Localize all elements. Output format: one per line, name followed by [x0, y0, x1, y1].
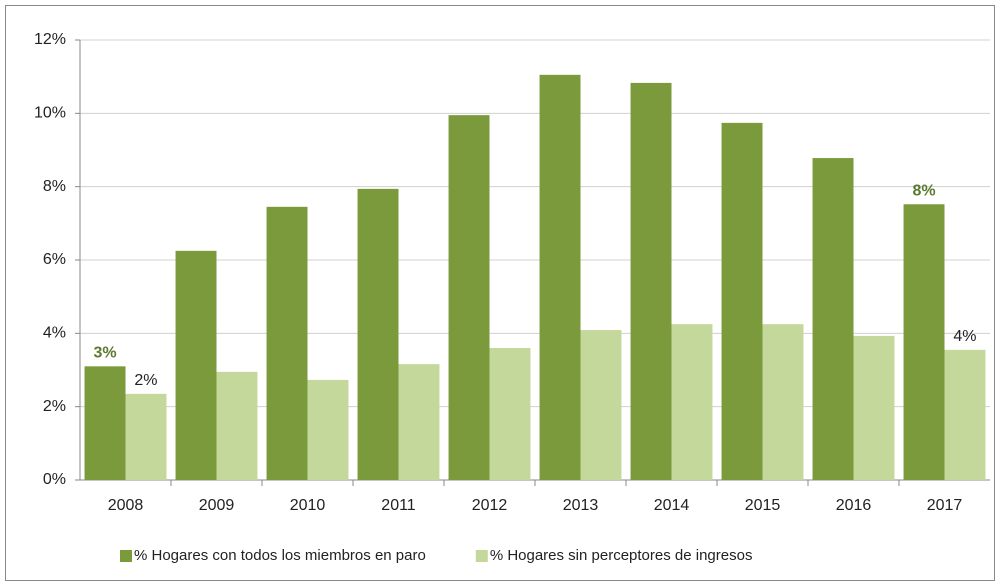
bar — [125, 393, 167, 480]
x-tick-label: 2009 — [199, 497, 235, 514]
y-tick-label: 4% — [43, 325, 66, 342]
data-label: 8% — [912, 182, 935, 199]
bar — [762, 324, 804, 480]
bar — [84, 366, 126, 480]
bar — [671, 324, 713, 480]
x-tick-label: 2008 — [108, 497, 144, 514]
legend-label: % Hogares con todos los miembros en paro — [134, 547, 426, 564]
bar — [357, 188, 399, 480]
data-label: 2% — [134, 372, 157, 389]
legend-label: % Hogares sin perceptores de ingresos — [490, 547, 753, 564]
data-label: 4% — [953, 328, 976, 345]
bar — [398, 364, 440, 480]
legend-swatch — [120, 550, 132, 562]
bar — [539, 74, 581, 480]
bar — [721, 122, 763, 480]
x-tick-label: 2011 — [381, 497, 416, 514]
y-tick-label: 6% — [43, 251, 66, 268]
y-tick-label: 8% — [43, 178, 66, 195]
y-tick-label: 10% — [34, 105, 66, 122]
x-tick-label: 2017 — [927, 497, 963, 514]
y-tick-label: 0% — [43, 471, 66, 488]
y-tick-label: 2% — [43, 398, 66, 415]
bar — [630, 82, 672, 481]
y-tick-label: 12% — [34, 31, 66, 48]
data-label: 3% — [93, 345, 116, 362]
x-tick-label: 2013 — [563, 497, 599, 514]
bar — [489, 348, 531, 480]
bar — [216, 371, 258, 480]
x-tick-label: 2010 — [290, 497, 326, 514]
x-tick-label: 2016 — [836, 497, 872, 514]
bar — [307, 379, 349, 480]
bar — [448, 115, 490, 481]
bar — [853, 335, 895, 480]
bar — [175, 250, 217, 480]
bar — [580, 330, 622, 480]
x-tick-label: 2014 — [654, 497, 690, 514]
x-tick-label: 2015 — [745, 497, 781, 514]
bar — [266, 206, 308, 481]
bar — [812, 158, 854, 481]
x-tick-label: 2012 — [472, 497, 508, 514]
bar — [944, 349, 986, 480]
legend-swatch — [475, 550, 488, 562]
bar — [903, 204, 945, 480]
